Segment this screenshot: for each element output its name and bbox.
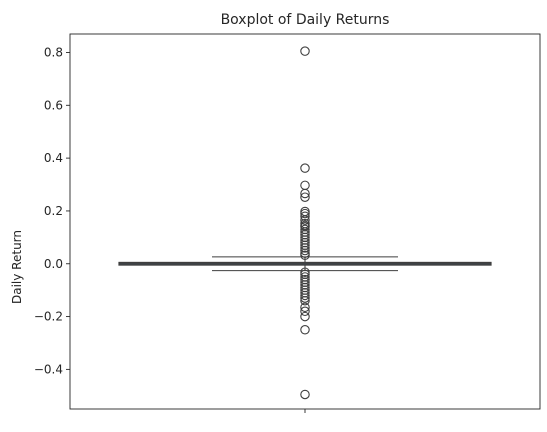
y-tick-label: −0.4 [34,362,63,376]
outlier-point [300,306,310,317]
outlier-point [300,206,310,217]
outlier-point [300,188,310,199]
outlier-point [300,243,310,253]
outlier-point [300,302,310,313]
outlier-point [300,245,310,256]
outlier-point [300,215,310,225]
chart-title: Boxplot of Daily Returns [221,12,390,28]
y-tick-label: 0.0 [44,257,63,271]
outlier-point [300,163,310,173]
outlier-point [300,211,310,221]
outlier-point [300,293,310,303]
y-tick-label: 0.8 [44,45,63,59]
outlier-point [300,250,310,261]
y-tick-label: 0.2 [44,204,63,218]
y-tick-label: 0.6 [44,98,63,112]
plot-frame [69,33,541,410]
outlier-point [300,325,310,335]
outlier-point [300,180,310,191]
outlier-point [300,311,310,322]
y-tick-label: −0.2 [34,310,63,324]
outlier-point [300,389,310,400]
outlier-point [300,46,310,56]
outlier-point [300,290,310,301]
y-tick-label: 0.4 [44,151,63,165]
outlier-point [300,192,310,202]
outlier-point [300,208,310,219]
y-axis-label: Daily Return [10,230,24,304]
outlier-point [300,295,310,306]
plot-area: −0.4 −0.2 0.0 0.2 0.4 0.6 0.8 [34,45,492,413]
